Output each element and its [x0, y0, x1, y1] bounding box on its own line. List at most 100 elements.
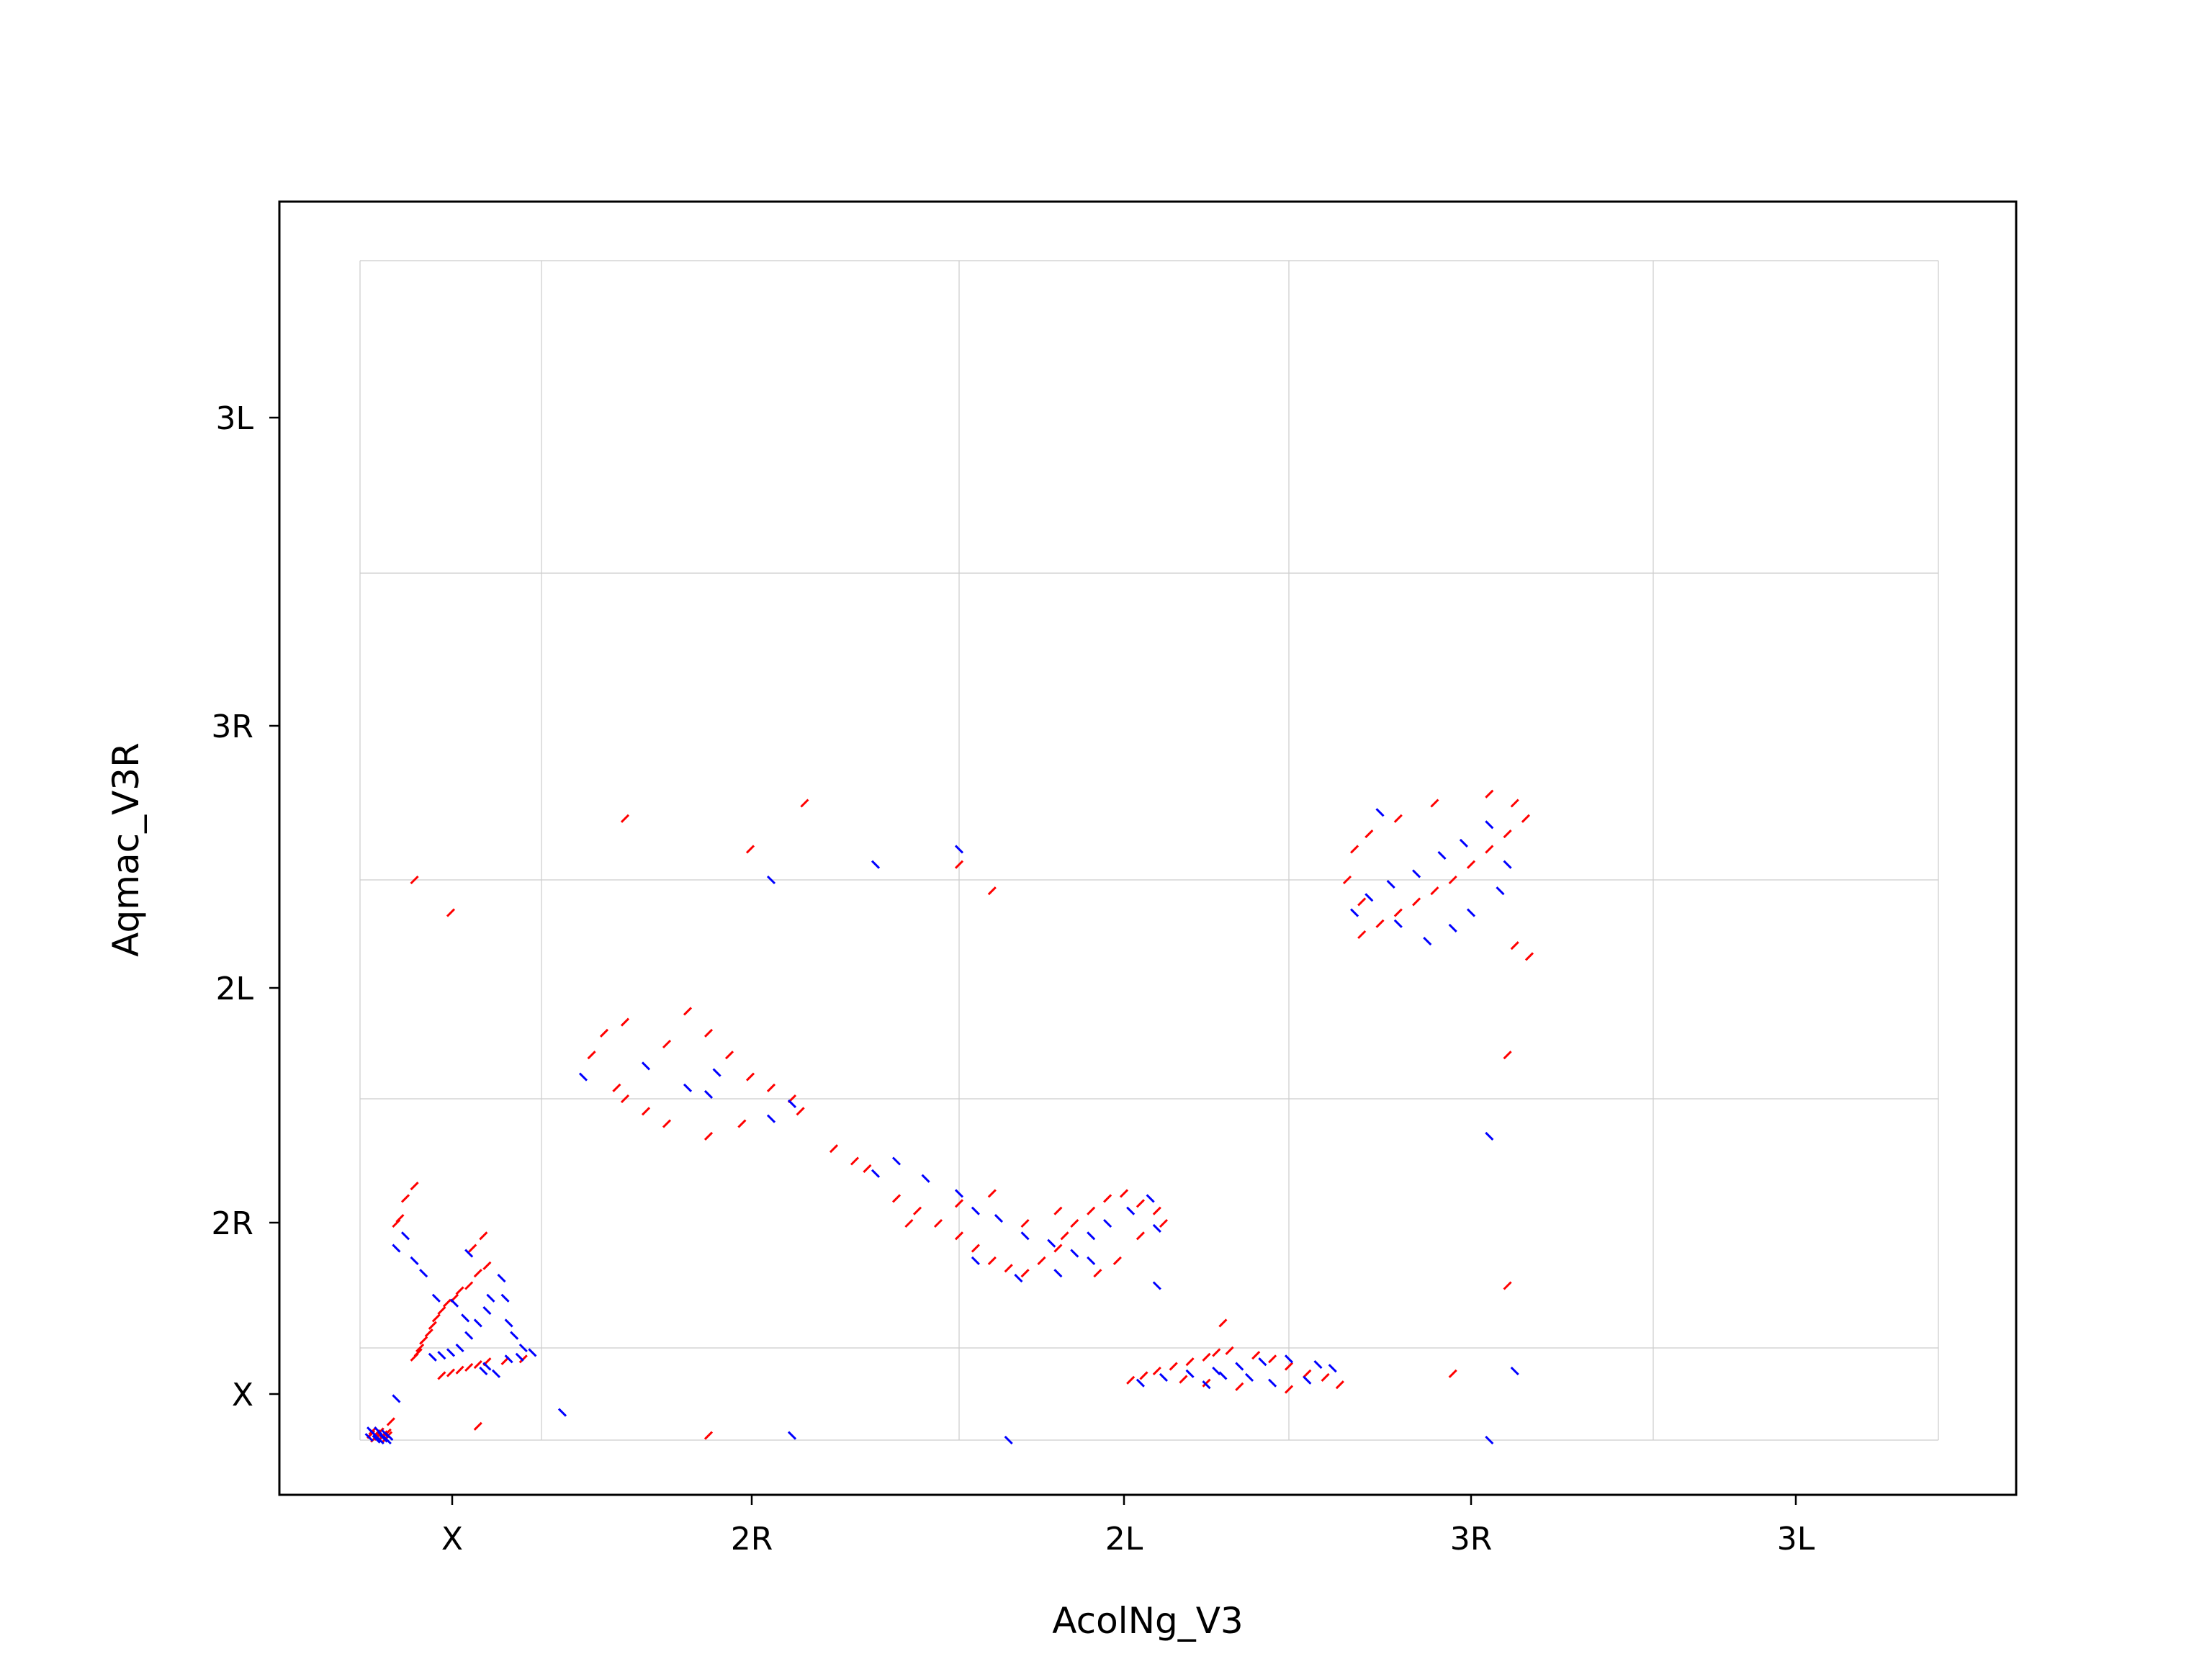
- reverse-alignment-mark: [1126, 1206, 1136, 1215]
- forward-alignment-mark: [1503, 830, 1512, 839]
- reverse-alignment-mark: [1258, 1357, 1267, 1367]
- reverse-alignment-mark: [954, 1189, 964, 1198]
- forward-alignment-mark: [1103, 1194, 1112, 1203]
- forward-alignment-mark: [1335, 1380, 1344, 1390]
- reverse-alignment-mark: [971, 1206, 980, 1215]
- forward-alignment-mark: [1364, 830, 1374, 839]
- forward-alignment-mark: [468, 1244, 477, 1253]
- forward-alignment-mark: [455, 1286, 464, 1295]
- reverse-alignment-mark: [1053, 1269, 1063, 1278]
- reverse-alignment-mark: [1014, 1274, 1023, 1283]
- x-tick-label: 3R: [1450, 1521, 1493, 1557]
- forward-alignment-mark: [464, 1281, 474, 1290]
- forward-alignment-mark: [1430, 886, 1439, 896]
- forward-alignment-mark: [599, 1028, 609, 1038]
- reverse-alignment-mark: [486, 1293, 495, 1303]
- reverse-alignment-mark: [482, 1362, 492, 1371]
- reverse-alignment-mark: [1412, 869, 1421, 878]
- forward-alignment-mark: [1503, 1281, 1512, 1290]
- forward-alignment-mark: [1218, 1318, 1228, 1328]
- reverse-alignment-mark: [1212, 1366, 1221, 1376]
- reverse-alignment-mark: [954, 845, 964, 854]
- forward-alignment-mark: [1430, 799, 1439, 808]
- forward-alignment-mark: [641, 1107, 651, 1116]
- reverse-alignment-mark: [1087, 1256, 1096, 1265]
- reverse-alignment-mark: [891, 1156, 902, 1166]
- forward-alignment-mark: [1087, 1206, 1096, 1215]
- forward-alignment-mark: [1225, 1346, 1234, 1355]
- forward-alignment-mark: [1152, 1206, 1161, 1215]
- forward-alignment-mark: [1268, 1354, 1277, 1364]
- reverse-alignment-mark: [766, 1114, 776, 1123]
- reverse-alignment-mark: [1185, 1369, 1195, 1378]
- y-tick-label: 2R: [211, 1205, 253, 1242]
- reverse-alignment-mark: [1393, 919, 1403, 928]
- forward-alignment-mark: [1284, 1385, 1294, 1394]
- reverse-alignment-mark: [461, 1313, 470, 1323]
- y-tick-label: 3R: [211, 709, 253, 745]
- reverse-alignment-mark: [871, 860, 881, 869]
- y-tick-label: 3L: [215, 400, 253, 437]
- forward-alignment-mark: [745, 845, 755, 854]
- reverse-alignment-mark: [504, 1318, 513, 1328]
- forward-alignment-mark: [1020, 1269, 1030, 1278]
- forward-alignment-mark: [1159, 1218, 1169, 1228]
- x-tick-label: 3L: [1777, 1521, 1815, 1557]
- reverse-alignment-mark: [1375, 808, 1385, 817]
- forward-alignment-mark: [1037, 1256, 1046, 1265]
- forward-alignment-mark: [1020, 1218, 1030, 1228]
- forward-alignment-mark: [1053, 1206, 1063, 1215]
- forward-alignment-mark: [1169, 1362, 1178, 1371]
- reverse-alignment-mark: [473, 1318, 482, 1328]
- reverse-alignment-mark: [479, 1366, 488, 1376]
- forward-alignment-mark: [1284, 1362, 1294, 1371]
- forward-alignment-mark: [464, 1362, 474, 1372]
- y-tick-label: 2L: [215, 971, 253, 1007]
- reverse-alignment-mark: [1485, 820, 1494, 830]
- reverse-alignment-mark: [766, 875, 776, 885]
- forward-alignment-mark: [703, 1131, 714, 1141]
- forward-alignment-mark: [395, 1214, 405, 1223]
- reverse-alignment-mark: [1485, 1435, 1494, 1445]
- reverse-alignment-mark: [510, 1331, 519, 1340]
- forward-alignment-mark: [1375, 919, 1385, 928]
- reverse-alignment-mark: [1485, 1131, 1494, 1141]
- reverse-alignment-mark: [1152, 1281, 1161, 1290]
- forward-alignment-mark: [1466, 860, 1476, 869]
- forward-alignment-mark: [1136, 1231, 1145, 1241]
- forward-alignment-mark: [737, 1119, 747, 1128]
- forward-alignment-mark: [683, 1007, 693, 1016]
- reverse-alignment-mark: [528, 1348, 537, 1357]
- forward-alignment-mark: [1235, 1382, 1244, 1391]
- forward-alignment-mark: [410, 1182, 419, 1191]
- reverse-alignment-mark: [410, 1256, 419, 1265]
- forward-alignment-mark: [703, 1431, 714, 1440]
- forward-alignment-mark: [620, 1094, 630, 1104]
- forward-alignment-mark: [473, 1269, 482, 1278]
- forward-alignment-mark: [1119, 1189, 1129, 1198]
- reverse-alignment-mark: [1423, 937, 1432, 946]
- reverse-alignment-mark: [437, 1351, 446, 1360]
- forward-alignment-mark: [745, 1072, 755, 1082]
- alignment-points: [364, 789, 1534, 1445]
- reverse-alignment-mark: [455, 1343, 464, 1353]
- reverse-alignment-mark: [1218, 1371, 1228, 1380]
- forward-alignment-mark: [933, 1218, 943, 1228]
- reverse-alignment-mark: [1350, 908, 1359, 917]
- plot-frame: [278, 200, 2018, 1496]
- reverse-alignment-mark: [464, 1331, 474, 1340]
- reverse-alignment-mark: [446, 1348, 456, 1357]
- reverse-alignment-mark: [557, 1408, 567, 1417]
- reverse-alignment-mark: [1136, 1378, 1145, 1388]
- reverse-alignment-mark: [385, 1431, 394, 1441]
- x-tick-label: 2L: [1105, 1521, 1143, 1557]
- x-tick-label: 2R: [731, 1521, 773, 1557]
- reverse-alignment-mark: [372, 1434, 381, 1444]
- reverse-alignment-mark: [1146, 1194, 1155, 1203]
- forward-alignment-mark: [612, 1083, 621, 1092]
- reverse-alignment-mark: [392, 1244, 401, 1253]
- forward-alignment-mark: [954, 860, 964, 869]
- forward-alignment-mark: [428, 1321, 437, 1330]
- forward-alignment-mark: [1448, 875, 1457, 885]
